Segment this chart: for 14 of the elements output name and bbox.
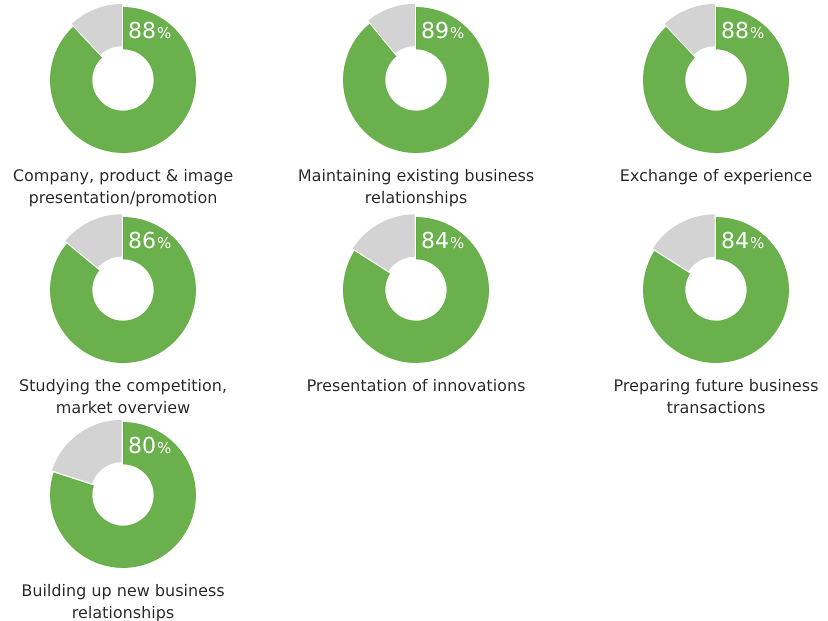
text: Preparing future business transactions [612, 375, 820, 419]
data-label: 80% [128, 434, 172, 460]
text: Presentation of innovations [306, 375, 526, 397]
data-label: 84% [721, 229, 764, 254]
data-label: 86% [128, 229, 172, 254]
text: Studying the competition, market overview [18, 375, 228, 419]
text: Building up new business relationships [20, 580, 226, 621]
text: Maintaining existing business relationships [296, 165, 536, 209]
text: Exchange of experience [618, 165, 814, 187]
data-label: 84% [421, 229, 464, 254]
data-label: 89% [421, 19, 464, 44]
data-label: 88% [128, 19, 172, 44]
text: Company, product & image presentation/promotion [12, 165, 234, 209]
data-label: 88% [721, 19, 764, 44]
